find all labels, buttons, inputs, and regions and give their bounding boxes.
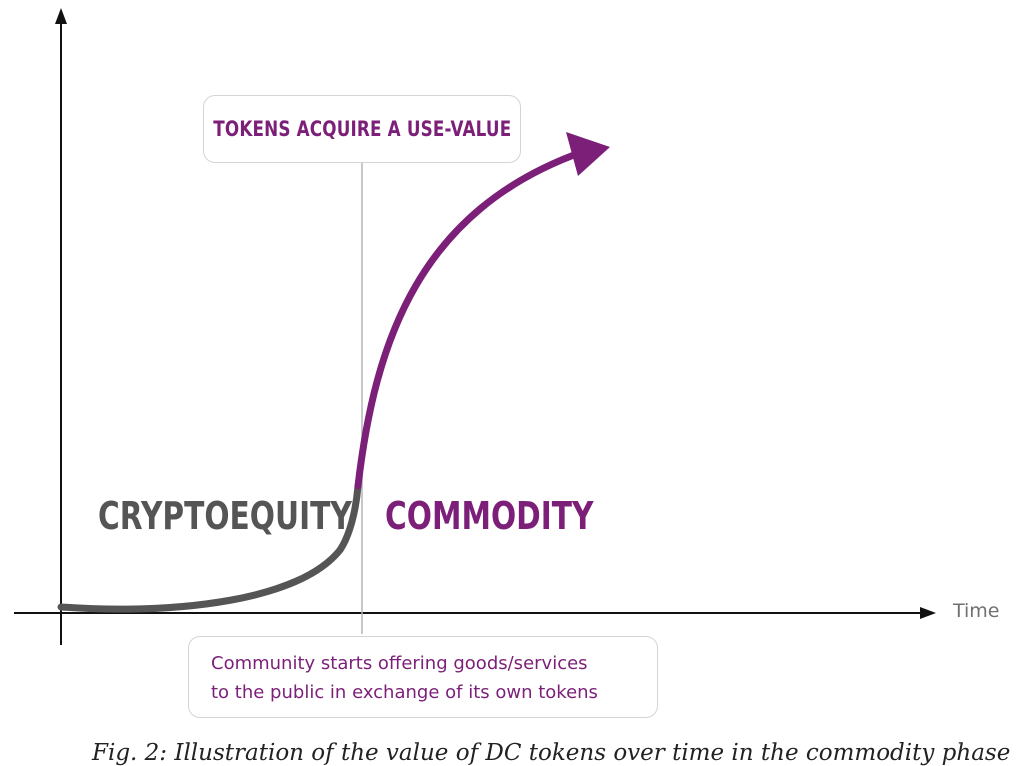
community-callout-line-2: to the public in exchange of its own tok…	[211, 682, 598, 703]
x-axis-arrowhead	[920, 607, 936, 619]
figure-caption: Fig. 2: Illustration of the value of DC …	[92, 740, 1011, 766]
commodity-arrowhead	[566, 132, 610, 176]
cryptoequity-curve	[57, 482, 362, 613]
use-value-callout-text: TOKENS ACQUIRE A USE-VALUE	[212, 117, 512, 141]
community-callout: Community starts offering goods/services…	[188, 636, 658, 718]
use-value-callout: TOKENS ACQUIRE A USE-VALUE	[203, 95, 521, 163]
cryptoequity-label: CRYPTOEQUITY	[98, 494, 352, 538]
x-axis-label: Time	[953, 600, 1000, 622]
community-callout-line-1: Community starts offering goods/services	[211, 653, 588, 674]
commodity-curve	[354, 148, 586, 490]
y-axis-arrowhead	[55, 8, 67, 24]
commodity-label: COMMODITY	[385, 494, 594, 538]
